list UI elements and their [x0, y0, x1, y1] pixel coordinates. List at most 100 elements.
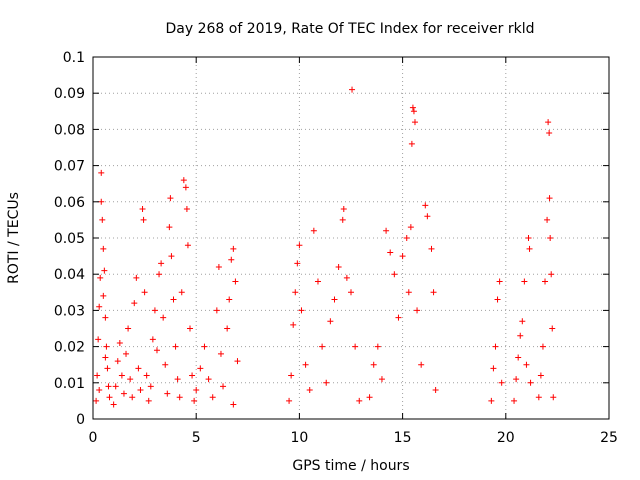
data-point: [234, 358, 241, 365]
data-point: [180, 177, 187, 184]
data-point: [110, 401, 117, 408]
data-point: [331, 296, 338, 303]
x-tick-label: 20: [497, 430, 515, 446]
data-point: [156, 271, 163, 278]
data-point: [191, 397, 198, 404]
data-point: [153, 347, 160, 354]
data-point: [230, 245, 237, 252]
data-point: [147, 383, 154, 390]
data-point: [409, 104, 416, 111]
data-point: [432, 387, 439, 394]
data-point: [166, 224, 173, 231]
data-points: [93, 86, 557, 408]
data-point: [137, 387, 144, 394]
data-point: [129, 394, 136, 401]
data-point: [494, 296, 501, 303]
data-point: [539, 343, 546, 350]
data-point: [319, 343, 326, 350]
data-point: [141, 289, 148, 296]
data-point: [102, 314, 109, 321]
data-point: [511, 397, 518, 404]
data-point: [100, 245, 107, 252]
data-point: [168, 253, 175, 260]
data-point: [120, 390, 127, 397]
data-point: [339, 216, 346, 223]
data-point: [139, 206, 146, 213]
data-point: [95, 336, 102, 343]
x-axis-ticks: 0 5 10 15 20 25: [89, 57, 618, 446]
data-point: [145, 397, 152, 404]
data-point: [387, 249, 394, 256]
data-point: [205, 376, 212, 383]
data-point: [170, 296, 177, 303]
data-point: [135, 365, 142, 372]
data-point: [488, 397, 495, 404]
data-point: [517, 332, 524, 339]
x-tick-label: 25: [600, 430, 618, 446]
data-point: [98, 169, 105, 176]
y-tick-label: 0.07: [54, 159, 85, 175]
data-point: [523, 361, 530, 368]
data-point: [224, 325, 231, 332]
data-point: [286, 397, 293, 404]
data-point: [366, 394, 373, 401]
data-point: [408, 140, 415, 147]
data-point: [296, 242, 303, 249]
data-point: [550, 394, 557, 401]
data-point: [140, 216, 147, 223]
data-point: [498, 379, 505, 386]
data-point: [93, 397, 100, 404]
data-point: [143, 372, 150, 379]
data-point: [370, 361, 377, 368]
y-tick-label: 0: [76, 412, 85, 428]
data-point: [183, 206, 190, 213]
data-point: [430, 289, 437, 296]
data-point: [104, 365, 111, 372]
y-tick-label: 0.03: [54, 303, 85, 319]
data-point: [348, 289, 354, 296]
data-point: [294, 260, 301, 267]
data-point: [133, 274, 140, 281]
data-point: [492, 343, 499, 350]
data-point: [407, 224, 414, 231]
data-point: [490, 365, 497, 372]
x-tick-label: 5: [192, 430, 201, 446]
data-point: [131, 300, 138, 307]
data-point: [187, 325, 194, 332]
data-point: [349, 86, 356, 93]
data-point: [428, 245, 435, 252]
data-point: [306, 387, 313, 394]
plot-frame: [92, 56, 610, 420]
data-point: [172, 343, 179, 350]
data-point: [103, 343, 110, 350]
data-point: [424, 213, 431, 220]
data-point: [535, 394, 542, 401]
data-point: [184, 242, 191, 249]
data-point: [174, 376, 181, 383]
data-point: [546, 195, 553, 202]
data-point: [549, 325, 556, 332]
data-point: [125, 325, 132, 332]
data-point: [101, 267, 108, 274]
data-point: [94, 372, 101, 379]
data-point: [515, 354, 522, 361]
data-point: [151, 307, 158, 314]
data-point: [116, 339, 123, 346]
data-point: [96, 387, 103, 394]
data-point: [527, 379, 534, 386]
data-point: [102, 354, 109, 361]
data-point: [292, 289, 299, 296]
data-point: [383, 227, 390, 234]
data-point: [391, 271, 398, 278]
y-tick-label: 0.06: [54, 195, 85, 211]
data-point: [167, 195, 174, 202]
data-point: [178, 289, 185, 296]
y-tick-label: 0.05: [54, 231, 85, 247]
data-point: [544, 216, 551, 223]
data-point: [403, 235, 410, 241]
data-point: [97, 274, 104, 281]
data-point: [496, 278, 503, 285]
data-point: [343, 274, 350, 281]
data-point: [217, 350, 224, 357]
